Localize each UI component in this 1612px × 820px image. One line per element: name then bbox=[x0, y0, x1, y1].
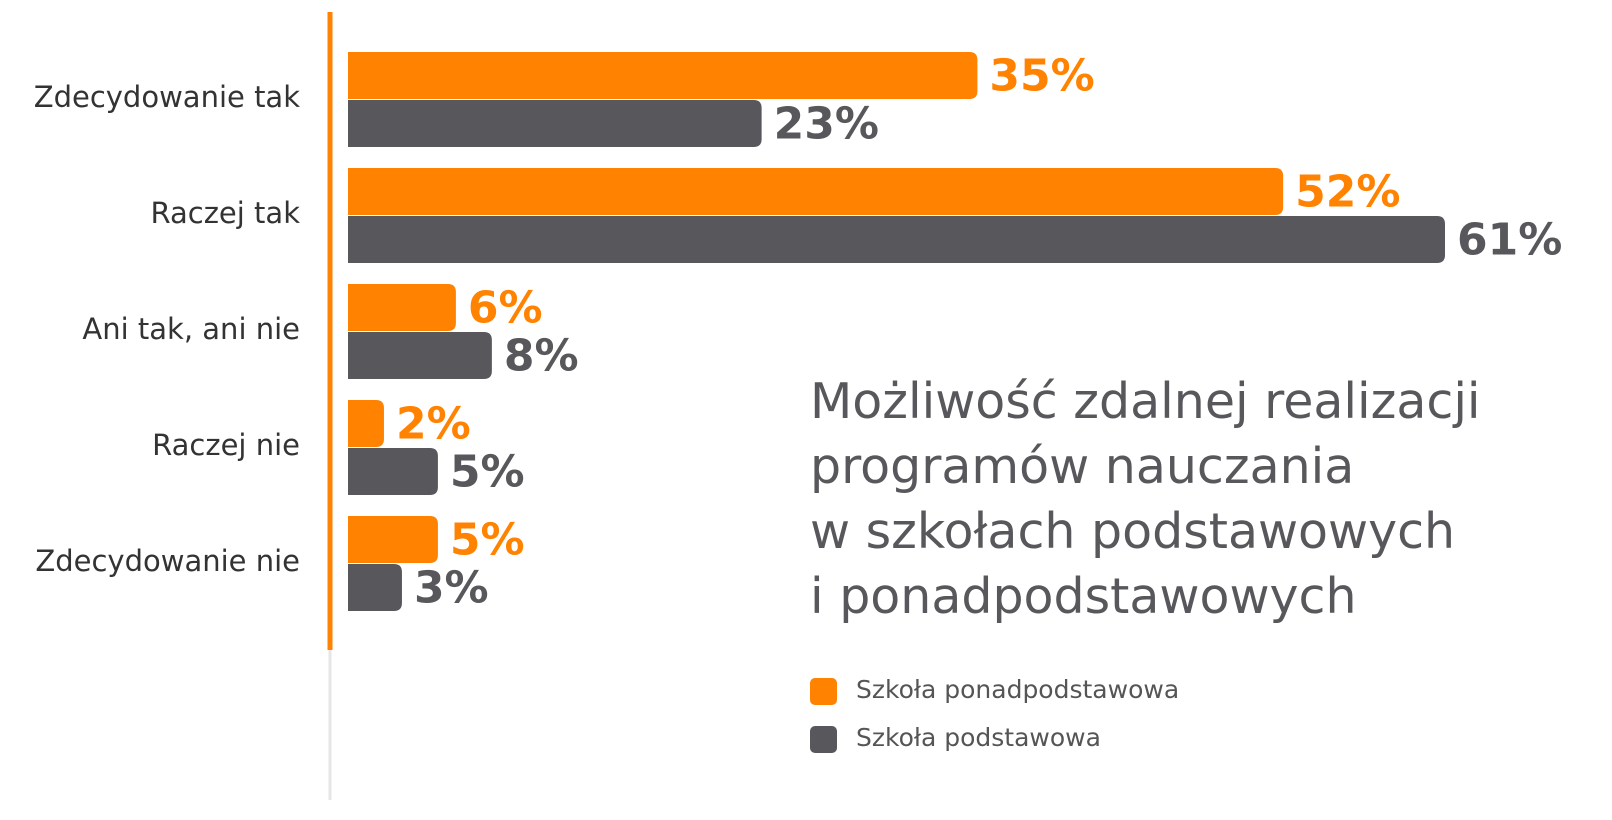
chart-title: i ponadpodstawowych bbox=[810, 568, 1357, 625]
bar bbox=[348, 564, 402, 611]
value-label: 3% bbox=[414, 563, 489, 614]
chart-title: w szkołach podstawowych bbox=[810, 503, 1455, 560]
category-label: Zdecydowanie nie bbox=[35, 544, 300, 578]
legend-swatch bbox=[810, 678, 837, 705]
bar bbox=[348, 100, 762, 147]
bar bbox=[348, 448, 438, 495]
legend-label: Szkoła ponadpodstawowa bbox=[856, 675, 1179, 704]
value-label: 23% bbox=[774, 99, 879, 150]
category-label: Ani tak, ani nie bbox=[82, 312, 300, 346]
value-label: 6% bbox=[468, 283, 543, 334]
bar bbox=[348, 516, 438, 563]
bar bbox=[348, 168, 1284, 215]
value-label: 5% bbox=[450, 447, 525, 498]
category-label: Raczej nie bbox=[152, 428, 300, 462]
chart-title: Możliwość zdalnej realizacji bbox=[810, 373, 1481, 430]
bar bbox=[348, 284, 456, 331]
value-label: 5% bbox=[450, 515, 525, 566]
bar bbox=[348, 332, 492, 379]
chart-title: programów nauczania bbox=[810, 438, 1354, 495]
bar bbox=[348, 52, 978, 99]
value-label: 2% bbox=[396, 399, 471, 450]
bar bbox=[348, 400, 384, 447]
legend-label: Szkoła podstawowa bbox=[856, 723, 1101, 752]
value-label: 35% bbox=[989, 51, 1094, 102]
bar bbox=[348, 216, 1445, 263]
value-label: 52% bbox=[1295, 167, 1400, 218]
legend-swatch bbox=[810, 726, 837, 753]
category-label: Zdecydowanie tak bbox=[34, 80, 301, 114]
value-label: 8% bbox=[504, 331, 579, 382]
category-label: Raczej tak bbox=[150, 196, 300, 230]
value-label: 61% bbox=[1457, 215, 1562, 266]
